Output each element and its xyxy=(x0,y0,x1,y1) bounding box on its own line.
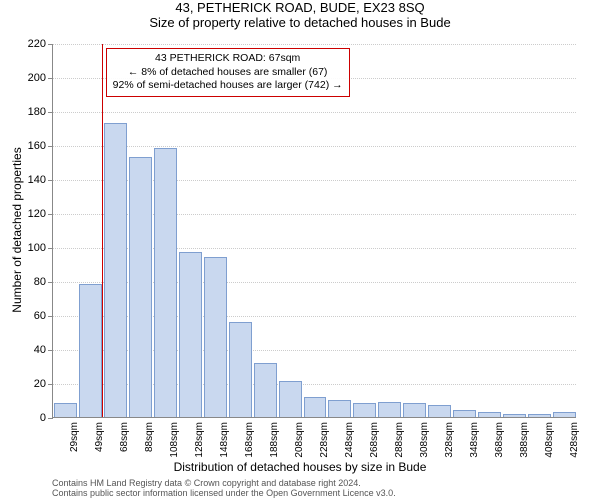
marker-line xyxy=(102,44,103,417)
ytick-label: 80 xyxy=(16,276,46,288)
histogram-bar xyxy=(229,322,252,417)
footnote-line-2: Contains public sector information licen… xyxy=(52,488,396,498)
ytick-mark xyxy=(48,112,53,113)
histogram-bar xyxy=(403,403,426,417)
xtick-label: 228sqm xyxy=(319,422,330,458)
xtick-label: 49sqm xyxy=(94,422,105,452)
ytick-label: 160 xyxy=(16,140,46,152)
footnote: Contains HM Land Registry data © Crown c… xyxy=(52,478,396,499)
x-axis-label: Distribution of detached houses by size … xyxy=(0,460,600,474)
ytick-label: 60 xyxy=(16,310,46,322)
ytick-label: 140 xyxy=(16,174,46,186)
histogram-bar xyxy=(478,412,501,417)
histogram-bar xyxy=(54,403,77,417)
xtick-label: 88sqm xyxy=(144,422,155,452)
xtick-label: 268sqm xyxy=(369,422,380,458)
ytick-mark xyxy=(48,146,53,147)
histogram-bar xyxy=(328,400,351,417)
xtick-label: 308sqm xyxy=(419,422,430,458)
histogram-bar xyxy=(553,412,576,417)
callout-line-1: 43 PETHERICK ROAD: 67sqm xyxy=(113,52,343,66)
ytick-mark xyxy=(48,384,53,385)
footnote-line-1: Contains HM Land Registry data © Crown c… xyxy=(52,478,396,488)
ytick-label: 120 xyxy=(16,208,46,220)
xtick-label: 168sqm xyxy=(244,422,255,458)
xtick-label: 368sqm xyxy=(494,422,505,458)
ytick-mark xyxy=(48,180,53,181)
ytick-mark xyxy=(48,418,53,419)
xtick-label: 208sqm xyxy=(294,422,305,458)
xtick-label: 408sqm xyxy=(544,422,555,458)
histogram-bar xyxy=(179,252,202,417)
ytick-mark xyxy=(48,282,53,283)
xtick-label: 288sqm xyxy=(394,422,405,458)
histogram-bar xyxy=(528,414,551,417)
histogram-bar xyxy=(129,157,152,417)
xtick-label: 388sqm xyxy=(519,422,530,458)
ytick-label: 180 xyxy=(16,106,46,118)
xtick-label: 188sqm xyxy=(269,422,280,458)
xtick-label: 68sqm xyxy=(119,422,130,452)
chart-area: 02040608010012014016018020022029sqm49sqm… xyxy=(52,44,576,418)
histogram-bar xyxy=(503,414,526,417)
histogram-bar xyxy=(254,363,277,417)
histogram-bar xyxy=(154,148,177,417)
marker-callout: 43 PETHERICK ROAD: 67sqm← 8% of detached… xyxy=(106,48,350,97)
histogram-bar xyxy=(204,257,227,417)
ytick-mark xyxy=(48,78,53,79)
xtick-label: 128sqm xyxy=(194,422,205,458)
xtick-label: 248sqm xyxy=(344,422,355,458)
page-title: 43, PETHERICK ROAD, BUDE, EX23 8SQ xyxy=(0,0,600,15)
gridline xyxy=(53,112,576,113)
ytick-mark xyxy=(48,214,53,215)
plot-area: 02040608010012014016018020022029sqm49sqm… xyxy=(52,44,576,418)
histogram-bar xyxy=(428,405,451,417)
histogram-bar xyxy=(453,410,476,417)
histogram-bar xyxy=(104,123,127,417)
histogram-bar xyxy=(79,284,102,417)
ytick-mark xyxy=(48,316,53,317)
xtick-label: 328sqm xyxy=(444,422,455,458)
ytick-label: 200 xyxy=(16,72,46,84)
ytick-mark xyxy=(48,248,53,249)
xtick-label: 348sqm xyxy=(469,422,480,458)
ytick-mark xyxy=(48,44,53,45)
ytick-label: 100 xyxy=(16,242,46,254)
histogram-bar xyxy=(353,403,376,417)
page-subtitle: Size of property relative to detached ho… xyxy=(0,15,600,30)
callout-line-3: 92% of semi-detached houses are larger (… xyxy=(113,79,343,93)
xtick-label: 29sqm xyxy=(69,422,80,452)
ytick-mark xyxy=(48,350,53,351)
ytick-label: 0 xyxy=(16,412,46,424)
ytick-label: 40 xyxy=(16,344,46,356)
ytick-label: 20 xyxy=(16,378,46,390)
histogram-bar xyxy=(279,381,302,417)
gridline xyxy=(53,44,576,45)
xtick-label: 148sqm xyxy=(219,422,230,458)
histogram-bar xyxy=(378,402,401,417)
gridline xyxy=(53,146,576,147)
xtick-label: 108sqm xyxy=(169,422,180,458)
xtick-label: 428sqm xyxy=(569,422,580,458)
callout-line-2: ← 8% of detached houses are smaller (67) xyxy=(113,66,343,80)
histogram-bar xyxy=(304,397,327,417)
ytick-label: 220 xyxy=(16,38,46,50)
